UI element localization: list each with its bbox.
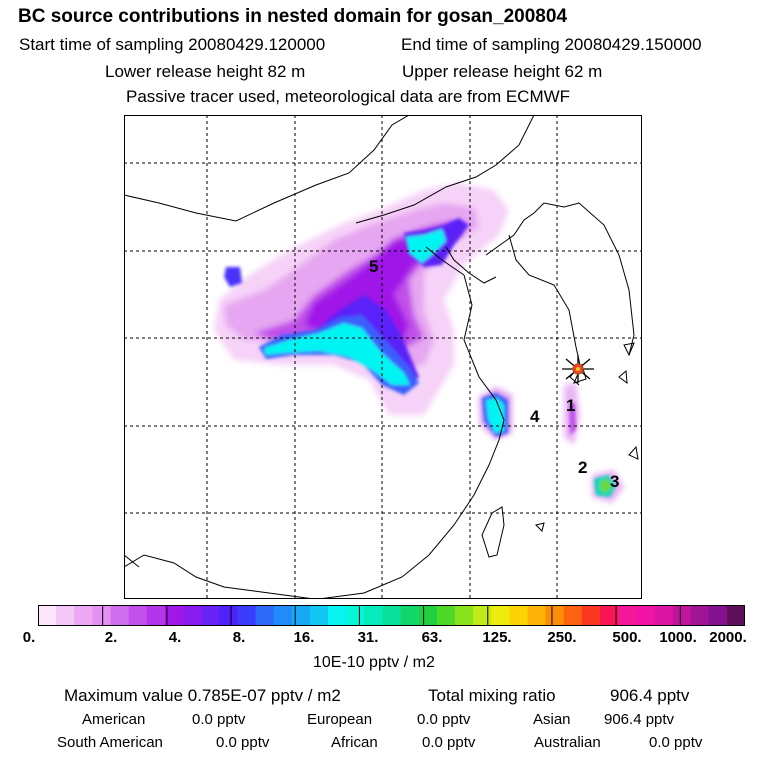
- colorbar-cell: [436, 605, 456, 626]
- colorbar-cell: [291, 605, 311, 626]
- upper-release-label: Upper release height 62 m: [402, 62, 603, 81]
- colorbar-cell: [110, 605, 130, 626]
- receptor-marker-icon: [562, 355, 594, 383]
- colorbar-cell: [454, 605, 474, 626]
- colorbar-cell: [219, 605, 239, 626]
- colorbar-tick: 500.: [612, 629, 642, 646]
- region-value: 906.4 pptv: [604, 711, 675, 728]
- maximum-value: Maximum value 0.785E-07 pptv / m2: [64, 686, 341, 705]
- region-value: 0.0 pptv: [417, 711, 471, 728]
- colorbar-cell: [509, 605, 529, 626]
- colorbar-tick: 1000.: [659, 629, 697, 646]
- colorbar-cell: [491, 605, 510, 626]
- colorbar-cell: [726, 605, 745, 626]
- colorbar-cell: [237, 605, 257, 626]
- end-time-label: End time of sampling 20080429.150000: [401, 35, 702, 54]
- source-marker-5: 5: [369, 257, 379, 276]
- lower-release-label: Lower release height 82 m: [105, 62, 306, 81]
- colorbar-tick: 63.: [421, 629, 443, 646]
- region-value: 0.0 pptv: [192, 711, 246, 728]
- colorbar-cell: [636, 605, 655, 626]
- colorbar-cell: [309, 605, 329, 626]
- region-name: Australian: [534, 734, 601, 751]
- map-border: [124, 115, 642, 599]
- figure-title: BC source contributions in nested domain…: [18, 6, 568, 27]
- colorbar-cell: [364, 605, 384, 626]
- colorbar-cell: [56, 605, 75, 626]
- colorbar-cell: [273, 605, 293, 626]
- colorbar-tick: 2.: [104, 629, 118, 646]
- colorbar-tick: 125.: [482, 629, 512, 646]
- colorbar-cell: [418, 605, 438, 626]
- region-name: European: [307, 711, 373, 728]
- colorbar-cell: [183, 605, 202, 626]
- colorbar-tick: 16.: [293, 629, 315, 646]
- colorbar-cell: [201, 605, 220, 626]
- colorbar-cell: [708, 605, 728, 626]
- colorbar-cell: [545, 605, 565, 626]
- colorbar-cell: [92, 605, 112, 626]
- source-marker-1: 1: [566, 396, 576, 415]
- region-value: 0.0 pptv: [216, 734, 270, 751]
- colorbar-cell: [599, 605, 619, 626]
- region-value: 0.0 pptv: [649, 734, 703, 751]
- colorbar-tick: 250.: [547, 629, 577, 646]
- colorbar-cell: [672, 605, 692, 626]
- region-name: Asian: [533, 711, 571, 728]
- colorbar-cell: [527, 605, 547, 626]
- colorbar-cell: [654, 605, 674, 626]
- colorbar-tick: 0.: [22, 629, 36, 646]
- colorbar-cell: [563, 605, 583, 626]
- source-marker-2: 2: [578, 458, 588, 477]
- colorbar-cell: [38, 605, 57, 626]
- colorbar: [38, 605, 745, 626]
- start-time-label: Start time of sampling 20080429.120000: [19, 35, 326, 54]
- colorbar-tick: 8.: [232, 629, 246, 646]
- colorbar-tick: 2000.: [709, 629, 747, 646]
- colorbar-cell: [128, 605, 148, 626]
- colorbar-cell: [382, 605, 402, 626]
- colorbar-cell: [400, 605, 420, 626]
- total-mixing-value: 906.4 pptv: [610, 686, 690, 705]
- colorbar-cell: [146, 605, 166, 626]
- colorbar-cell: [581, 605, 601, 626]
- region-name: American: [82, 711, 146, 728]
- colorbar-cell: [255, 605, 275, 626]
- colorbar-units: 10E-10 pptv / m2: [313, 654, 435, 671]
- colorbar-cell: [690, 605, 710, 626]
- colorbar-cell: [473, 605, 492, 626]
- colorbar-cell: [164, 605, 184, 626]
- colorbar-tick: 31.: [357, 629, 379, 646]
- colorbar-cell: [74, 605, 93, 626]
- region-value: 0.0 pptv: [422, 734, 476, 751]
- region-name: African: [331, 734, 378, 751]
- map: [124, 115, 642, 599]
- region-name: South American: [57, 734, 163, 751]
- source-marker-3: 3: [610, 472, 620, 491]
- total-mixing-label: Total mixing ratio: [428, 686, 556, 705]
- tracer-note: Passive tracer used, meteorological data…: [126, 87, 571, 106]
- colorbar-cell: [346, 605, 365, 626]
- graticule: [124, 115, 642, 599]
- source-marker-4: 4: [530, 407, 540, 426]
- colorbar-tick: 4.: [168, 629, 182, 646]
- colorbar-cell: [328, 605, 347, 626]
- concentration-field: [214, 183, 624, 503]
- colorbar-cell: [618, 605, 637, 626]
